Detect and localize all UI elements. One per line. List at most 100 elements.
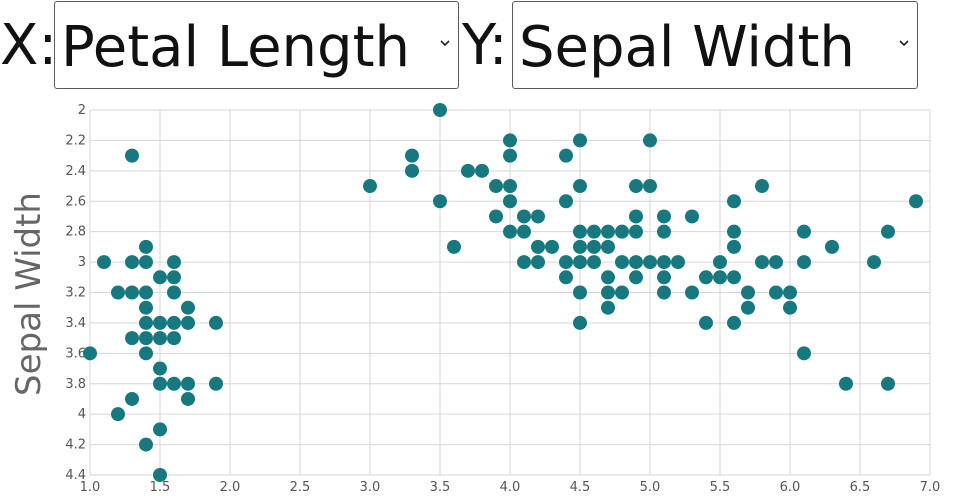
data-point[interactable] [783, 300, 797, 315]
data-point[interactable] [881, 224, 895, 239]
data-point[interactable] [153, 361, 167, 376]
data-point[interactable] [433, 103, 447, 117]
data-point[interactable] [153, 422, 167, 437]
data-point[interactable] [769, 255, 783, 270]
data-point[interactable] [881, 376, 895, 391]
data-point[interactable] [573, 133, 587, 148]
data-point[interactable] [181, 391, 195, 406]
data-point[interactable] [629, 255, 643, 270]
data-point[interactable] [489, 179, 503, 194]
data-point[interactable] [839, 376, 853, 391]
data-point[interactable] [741, 300, 755, 315]
data-point[interactable] [97, 255, 111, 270]
data-point[interactable] [517, 209, 531, 224]
data-point[interactable] [139, 300, 153, 315]
data-point[interactable] [867, 255, 881, 270]
data-point[interactable] [587, 239, 601, 254]
data-point[interactable] [629, 270, 643, 285]
data-point[interactable] [167, 255, 181, 270]
data-point[interactable] [153, 315, 167, 330]
data-point[interactable] [517, 255, 531, 270]
data-point[interactable] [461, 163, 475, 178]
data-point[interactable] [125, 148, 139, 163]
data-point[interactable] [601, 285, 615, 300]
data-point[interactable] [699, 270, 713, 285]
data-point[interactable] [727, 270, 741, 285]
data-point[interactable] [601, 270, 615, 285]
data-point[interactable] [125, 331, 139, 346]
data-point[interactable] [503, 224, 517, 239]
data-point[interactable] [447, 239, 461, 254]
data-point[interactable] [209, 376, 223, 391]
data-point[interactable] [629, 179, 643, 194]
data-point[interactable] [153, 270, 167, 285]
data-point[interactable] [755, 179, 769, 194]
data-point[interactable] [83, 346, 97, 361]
data-point[interactable] [503, 179, 517, 194]
data-point[interactable] [643, 255, 657, 270]
data-point[interactable] [727, 194, 741, 209]
data-point[interactable] [629, 224, 643, 239]
data-point[interactable] [727, 239, 741, 254]
data-point[interactable] [559, 148, 573, 163]
data-point[interactable] [825, 239, 839, 254]
data-point[interactable] [167, 376, 181, 391]
data-point[interactable] [797, 346, 811, 361]
data-point[interactable] [797, 255, 811, 270]
data-point[interactable] [657, 285, 671, 300]
data-point[interactable] [153, 376, 167, 391]
data-point[interactable] [713, 255, 727, 270]
data-point[interactable] [153, 331, 167, 346]
data-point[interactable] [167, 270, 181, 285]
data-point[interactable] [587, 224, 601, 239]
data-point[interactable] [601, 239, 615, 254]
data-point[interactable] [167, 285, 181, 300]
data-point[interactable] [797, 224, 811, 239]
data-point[interactable] [671, 255, 685, 270]
data-point[interactable] [685, 209, 699, 224]
data-point[interactable] [139, 255, 153, 270]
data-point[interactable] [139, 346, 153, 361]
data-point[interactable] [139, 239, 153, 254]
data-point[interactable] [139, 285, 153, 300]
data-point[interactable] [405, 148, 419, 163]
data-point[interactable] [657, 255, 671, 270]
data-point[interactable] [615, 285, 629, 300]
data-point[interactable] [643, 133, 657, 148]
data-point[interactable] [573, 315, 587, 330]
y-axis-select[interactable]: Sepal Width [512, 1, 918, 89]
data-point[interactable] [405, 163, 419, 178]
data-point[interactable] [587, 255, 601, 270]
data-point[interactable] [125, 391, 139, 406]
data-point[interactable] [643, 179, 657, 194]
data-point[interactable] [573, 285, 587, 300]
data-point[interactable] [727, 224, 741, 239]
data-point[interactable] [755, 255, 769, 270]
data-point[interactable] [111, 285, 125, 300]
data-point[interactable] [601, 300, 615, 315]
data-point[interactable] [769, 285, 783, 300]
data-point[interactable] [181, 376, 195, 391]
data-point[interactable] [909, 194, 923, 209]
data-point[interactable] [139, 437, 153, 452]
data-point[interactable] [573, 239, 587, 254]
data-point[interactable] [615, 255, 629, 270]
data-point[interactable] [153, 468, 167, 482]
data-point[interactable] [559, 255, 573, 270]
x-axis-select[interactable]: Petal Length [54, 1, 459, 89]
data-point[interactable] [713, 270, 727, 285]
data-point[interactable] [573, 179, 587, 194]
data-point[interactable] [125, 285, 139, 300]
data-point[interactable] [167, 331, 181, 346]
data-point[interactable] [181, 315, 195, 330]
data-point[interactable] [559, 194, 573, 209]
data-point[interactable] [475, 163, 489, 178]
data-point[interactable] [209, 315, 223, 330]
data-point[interactable] [125, 255, 139, 270]
data-point[interactable] [657, 209, 671, 224]
data-point[interactable] [503, 133, 517, 148]
data-point[interactable] [573, 255, 587, 270]
data-point[interactable] [615, 224, 629, 239]
data-point[interactable] [657, 270, 671, 285]
data-point[interactable] [517, 224, 531, 239]
